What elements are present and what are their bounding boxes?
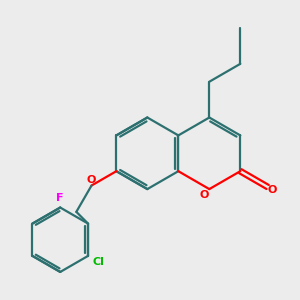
Text: O: O [268,185,277,195]
Text: O: O [87,176,96,185]
Text: Cl: Cl [92,257,104,267]
Text: F: F [56,193,64,203]
Text: O: O [199,190,208,200]
